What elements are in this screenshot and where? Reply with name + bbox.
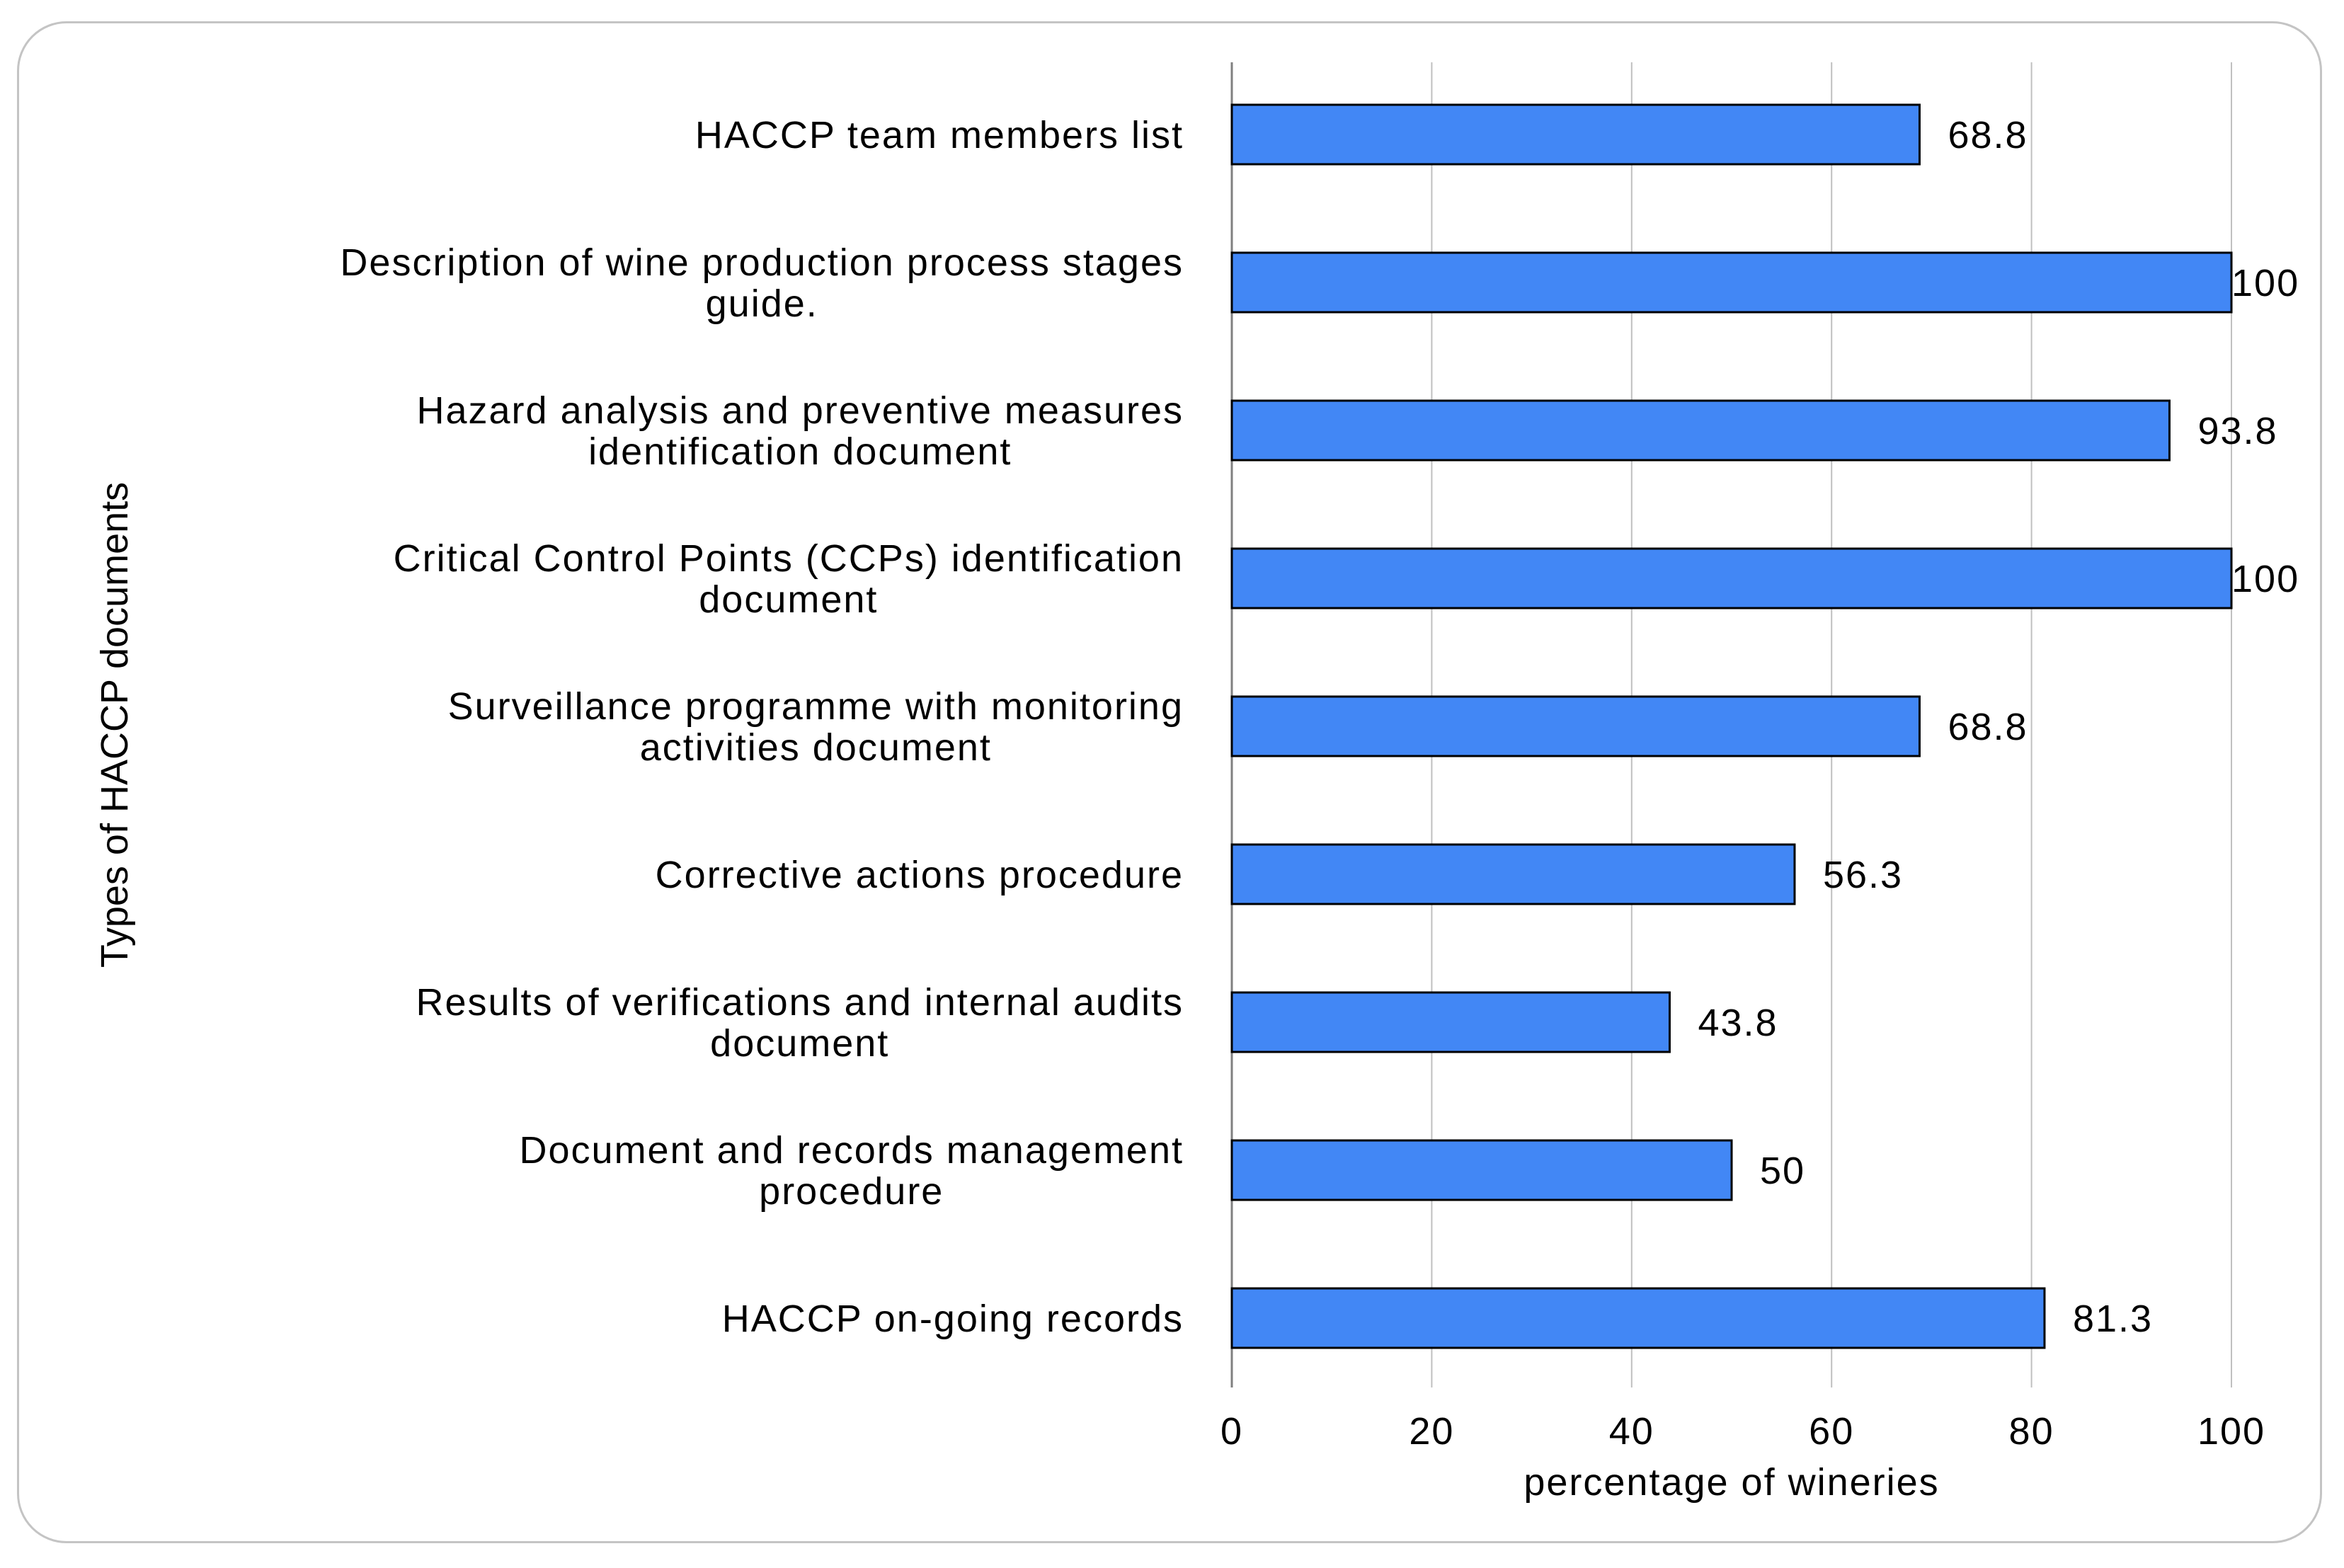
value-label: 50 bbox=[1760, 1150, 1805, 1192]
value-label: 68.8 bbox=[1948, 706, 2028, 748]
x-tick-label: 60 bbox=[1809, 1410, 1854, 1453]
category-label: Hazard analysis and preventive measures i… bbox=[416, 389, 1184, 473]
category-label: HACCP team members list bbox=[695, 114, 1184, 156]
x-axis-title: percentage of wineries bbox=[1523, 1461, 1939, 1504]
bar bbox=[1230, 399, 2171, 462]
bar bbox=[1230, 251, 2233, 314]
value-label: 43.8 bbox=[1698, 1002, 1778, 1044]
bar bbox=[1230, 103, 1921, 166]
value-label: 68.8 bbox=[1948, 114, 2028, 156]
category-label: Surveillance programme with monitoring ac… bbox=[448, 685, 1184, 769]
category-label: Document and records management procedure bbox=[520, 1129, 1184, 1213]
category-label: HACCP on-going records bbox=[722, 1298, 1184, 1340]
x-tick-label: 0 bbox=[1220, 1410, 1243, 1453]
bar bbox=[1230, 695, 1921, 757]
bar bbox=[1230, 991, 1671, 1053]
category-label: Critical Control Points (CCPs) identific… bbox=[394, 537, 1184, 621]
value-label: 93.8 bbox=[2197, 410, 2277, 452]
x-tick-labels: 0 20 40 60 80 100 bbox=[1220, 1410, 2265, 1453]
bar bbox=[1230, 1287, 2046, 1349]
value-label: 100 bbox=[2231, 262, 2299, 304]
x-tick-label: 40 bbox=[1609, 1410, 1654, 1453]
bar bbox=[1230, 1139, 1733, 1201]
value-label: 81.3 bbox=[2073, 1298, 2153, 1340]
bars bbox=[1230, 103, 2233, 1349]
bar bbox=[1230, 547, 2233, 610]
bar bbox=[1230, 843, 1796, 905]
x-tick-label: 20 bbox=[1409, 1410, 1454, 1453]
value-labels: 68.8 100 93.8 100 68.8 56.3 43.8 50 81.3 bbox=[1698, 114, 2299, 1340]
value-label: 100 bbox=[2231, 558, 2299, 600]
x-tick-label: 80 bbox=[2009, 1410, 2054, 1453]
y-axis-title: Types of HACCP documents bbox=[93, 482, 136, 968]
value-label: 56.3 bbox=[1823, 854, 1903, 896]
x-tick-label: 100 bbox=[2197, 1410, 2265, 1453]
category-labels: HACCP team members list Description of wi… bbox=[340, 114, 1184, 1340]
category-label: Description of wine production process s… bbox=[340, 241, 1184, 325]
category-label: Results of verifications and internal au… bbox=[416, 981, 1184, 1065]
category-label: Corrective actions procedure bbox=[656, 854, 1184, 896]
